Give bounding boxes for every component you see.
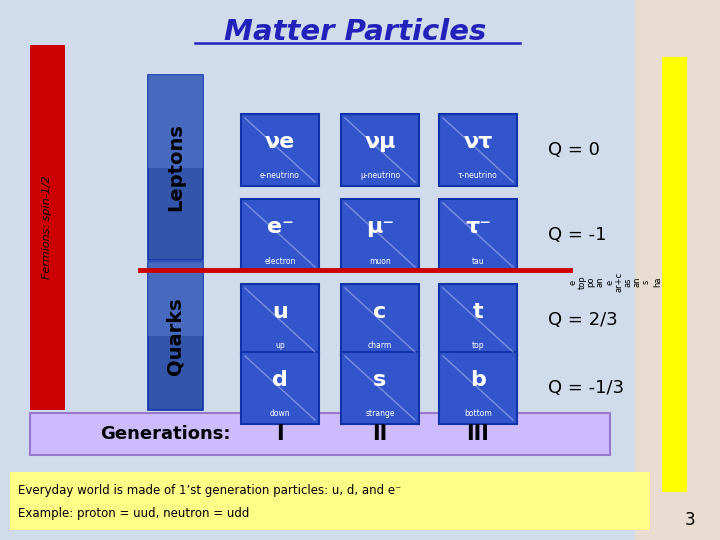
Text: c: c xyxy=(374,302,387,322)
Text: ha: ha xyxy=(654,276,662,287)
Bar xyxy=(662,57,687,492)
Text: s: s xyxy=(374,370,387,390)
Bar xyxy=(241,199,319,271)
Bar xyxy=(341,114,419,186)
Text: strange: strange xyxy=(365,409,395,418)
Bar xyxy=(241,352,319,424)
Text: I: I xyxy=(276,424,284,444)
Text: 3: 3 xyxy=(685,511,696,529)
Text: s: s xyxy=(642,280,650,284)
Text: as: as xyxy=(624,277,632,287)
Text: e: e xyxy=(606,279,614,285)
Text: down: down xyxy=(270,409,290,418)
Text: d: d xyxy=(272,370,288,390)
Text: Q = 2/3: Q = 2/3 xyxy=(548,311,618,329)
Bar xyxy=(30,45,65,410)
Text: Fermions: spin-1/2: Fermions: spin-1/2 xyxy=(42,176,53,279)
Text: νμ: νμ xyxy=(364,132,396,152)
Bar xyxy=(0,0,635,540)
Text: Q = -1/3: Q = -1/3 xyxy=(548,379,624,397)
Text: τ-neutrino: τ-neutrino xyxy=(458,172,498,180)
Text: electron: electron xyxy=(264,256,296,266)
Bar xyxy=(341,284,419,356)
Text: Q = -1: Q = -1 xyxy=(548,226,606,244)
Bar xyxy=(439,199,517,271)
Text: t: t xyxy=(473,302,483,322)
Text: Quarks: Quarks xyxy=(166,297,185,375)
Text: Matter Particles: Matter Particles xyxy=(224,18,486,46)
Text: e: e xyxy=(569,279,577,285)
Text: bottom: bottom xyxy=(464,409,492,418)
Text: u: u xyxy=(272,302,288,322)
Bar xyxy=(635,0,720,540)
Bar xyxy=(439,352,517,424)
Text: Everyday world is made of 1’st generation particles: u, d, and e⁻: Everyday world is made of 1’st generatio… xyxy=(18,484,401,497)
Text: τ⁻: τ⁻ xyxy=(465,217,491,237)
Text: tau: tau xyxy=(472,256,485,266)
Text: μ-neutrino: μ-neutrino xyxy=(360,172,400,180)
Text: Example: proton = uud, neutron = udd: Example: proton = uud, neutron = udd xyxy=(18,507,249,520)
Text: III: III xyxy=(467,424,490,444)
Bar xyxy=(148,75,203,167)
Bar xyxy=(439,284,517,356)
Text: ντ: ντ xyxy=(463,132,492,152)
Text: Q = 0: Q = 0 xyxy=(548,141,600,159)
Text: Generations:: Generations: xyxy=(100,425,230,443)
Bar xyxy=(241,284,319,356)
Text: top: top xyxy=(472,341,485,350)
Bar xyxy=(148,262,203,410)
Text: e-neutrino: e-neutrino xyxy=(260,172,300,180)
Bar xyxy=(10,472,650,530)
Text: an: an xyxy=(632,276,642,287)
Text: po: po xyxy=(587,276,595,287)
Text: νe: νe xyxy=(265,132,295,152)
Text: Leptons: Leptons xyxy=(166,124,185,212)
Text: II: II xyxy=(372,424,387,444)
Bar xyxy=(341,199,419,271)
Bar xyxy=(148,262,203,336)
Text: μ⁻: μ⁻ xyxy=(366,217,394,237)
Text: b: b xyxy=(470,370,486,390)
Text: ar+c: ar+c xyxy=(614,272,624,292)
Text: e⁻: e⁻ xyxy=(266,217,294,237)
Bar xyxy=(241,114,319,186)
Bar xyxy=(341,352,419,424)
Bar xyxy=(30,413,610,455)
Bar xyxy=(439,114,517,186)
Text: up: up xyxy=(275,341,285,350)
Text: top: top xyxy=(577,275,587,289)
Text: charm: charm xyxy=(368,341,392,350)
Bar xyxy=(148,75,203,260)
Text: an: an xyxy=(595,276,605,287)
Text: muon: muon xyxy=(369,256,391,266)
